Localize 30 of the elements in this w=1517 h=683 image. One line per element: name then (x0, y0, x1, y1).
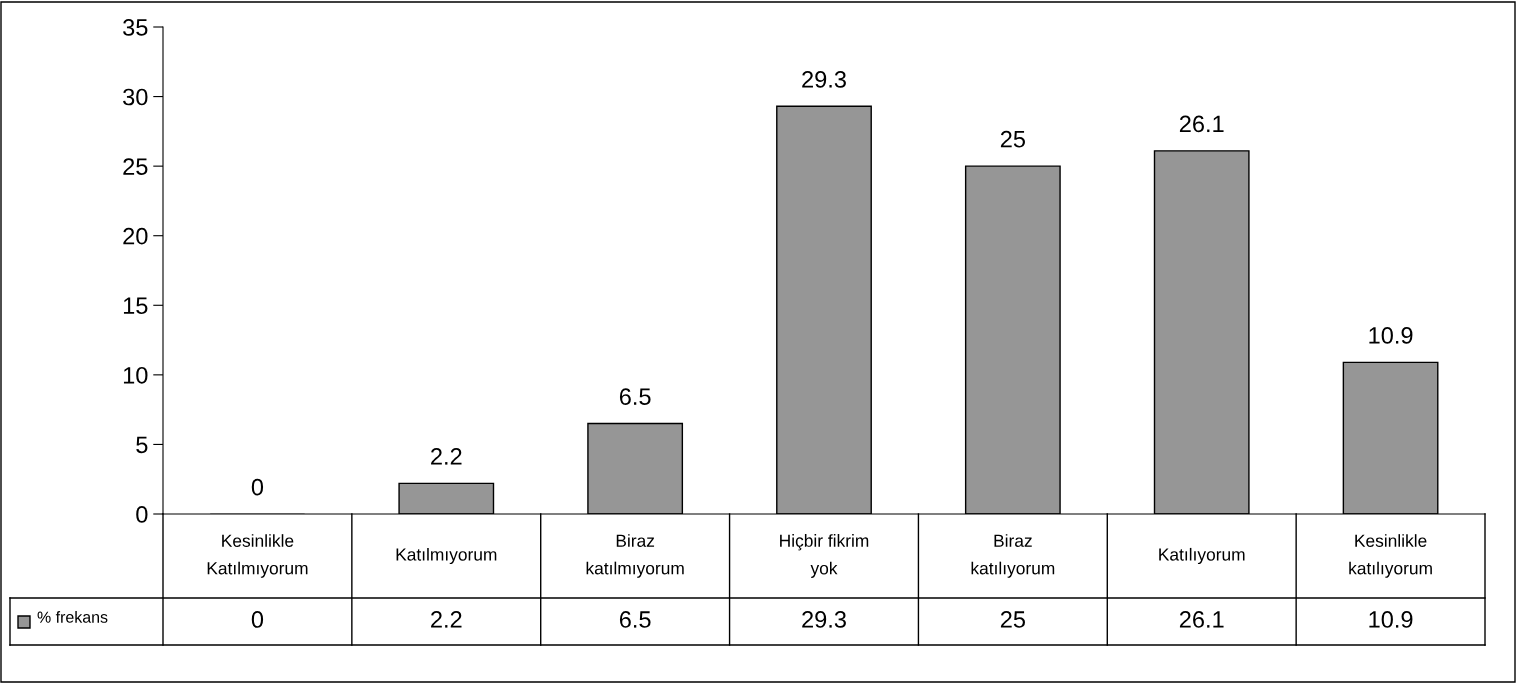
text: 6.5 (619, 611, 651, 628)
x-tick-label: Kesinlikle katılıyorum (1349, 534, 1432, 578)
text: 10.9 (1369, 611, 1413, 628)
data-label: 2.2 (431, 448, 462, 465)
data-label: 6.5 (619, 388, 651, 405)
text: 25 (1000, 611, 1025, 628)
text: 0 (251, 611, 264, 628)
x-tick-label: Kesinlikle Katılmıyorum (207, 534, 308, 578)
x-tick-label: Hiçbir fikrim yok (780, 534, 869, 578)
y-tick-label: 25 (123, 158, 148, 175)
y-tick-label: 0 (136, 506, 148, 523)
data-label: 25 (1000, 130, 1025, 148)
x-tick-label: Biraz katılmıyorum (586, 534, 684, 578)
data-label: 26.1 (1179, 115, 1224, 133)
y-tick-label: 20 (123, 227, 148, 245)
y-tick-label: 10 (123, 366, 148, 384)
text: 26.1 (1179, 611, 1224, 628)
x-tick-label: Katılıyorum (1159, 547, 1245, 565)
y-tick-label: 15 (123, 297, 148, 315)
text: 29.3 (802, 611, 846, 628)
legend-label: % frekans (37, 611, 108, 623)
text: 2.2 (431, 611, 462, 628)
data-label: 10.9 (1369, 327, 1413, 344)
data-label: 29.3 (802, 71, 846, 88)
x-tick-label: Katılmıyorum (396, 547, 497, 565)
x-tick-label: Biraz katılıyorum (971, 534, 1055, 578)
y-tick-label: 30 (123, 88, 148, 106)
y-tick-label: 5 (136, 436, 148, 454)
data-label: 0 (251, 478, 264, 496)
y-tick-label: 35 (123, 19, 148, 36)
